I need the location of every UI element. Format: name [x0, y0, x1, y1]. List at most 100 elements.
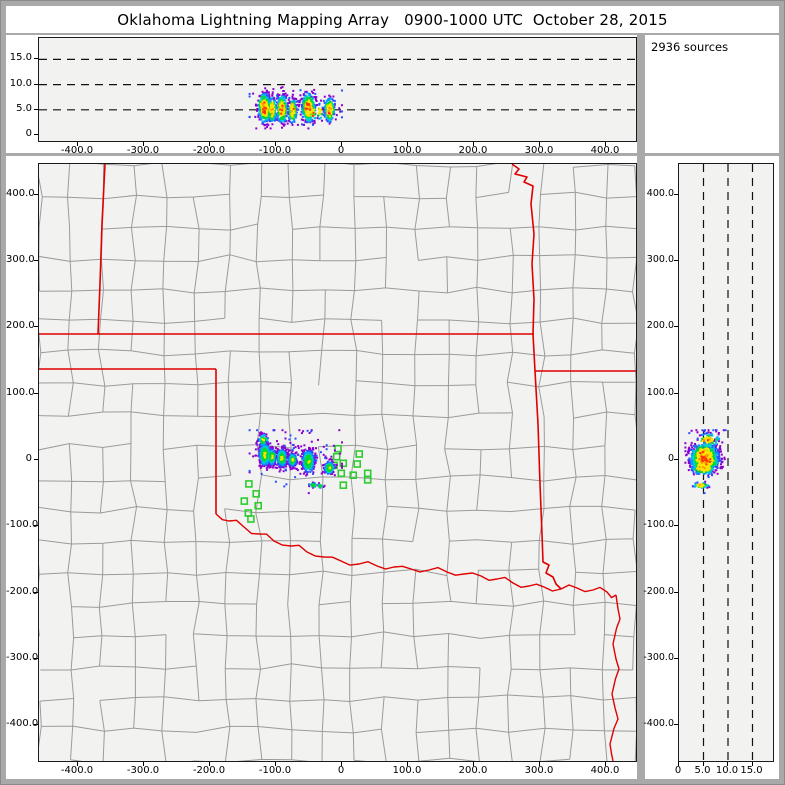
- tick-label: -200.0: [192, 145, 226, 156]
- lma-station-marker: [349, 471, 358, 480]
- tick-label: 0: [25, 453, 32, 464]
- tick-mark: [34, 260, 38, 262]
- tick-mark: [34, 657, 38, 659]
- tick-mark: [674, 459, 678, 460]
- tick-mark: [473, 762, 474, 766]
- tick-mark: [539, 142, 540, 146]
- tick-mark: [34, 193, 38, 195]
- tick-label: -100.0: [643, 519, 674, 531]
- tick-label: 200.0: [458, 765, 488, 776]
- sources-count-panel: 2936 sources: [645, 35, 779, 153]
- tick-mark: [34, 392, 38, 394]
- tick-mark: [407, 142, 408, 146]
- tick-mark: [674, 657, 678, 659]
- lma-station-marker: [247, 515, 255, 523]
- tick-mark: [77, 762, 78, 766]
- lma-station-marker: [337, 469, 346, 478]
- tick-label: 100.0: [646, 386, 674, 398]
- tick-label: 10.0: [715, 765, 739, 776]
- tick-mark: [143, 762, 144, 766]
- state-border: [97, 164, 106, 335]
- tick-mark: [34, 58, 38, 60]
- tick-label: 400.0: [590, 145, 620, 156]
- tick-mark: [473, 142, 474, 146]
- tick-label: 0: [674, 765, 682, 776]
- lma-station-marker: [245, 480, 253, 488]
- tick-label: 100.0: [392, 765, 422, 776]
- tick-label: 300.0: [524, 145, 554, 156]
- tick-mark: [702, 762, 704, 766]
- tick-label: -400.0: [60, 765, 94, 776]
- tick-label: 0: [667, 453, 674, 464]
- lma-station-marker: [339, 459, 348, 468]
- tick-label: -400.0: [6, 718, 39, 730]
- lma-station-marker: [355, 450, 364, 458]
- tick-label: 0: [25, 128, 32, 139]
- tick-mark: [674, 326, 678, 328]
- tick-label: -100.0: [258, 145, 292, 156]
- tick-label: -200.0: [643, 585, 674, 597]
- tick-label: 10.0: [9, 77, 32, 89]
- tick-mark: [341, 142, 342, 146]
- tick-mark: [34, 108, 38, 110]
- lma-station-marker: [244, 509, 253, 517]
- state-border: [511, 164, 536, 372]
- lma-station-marker: [252, 489, 260, 498]
- tick-mark: [539, 762, 540, 766]
- tick-mark: [34, 591, 38, 593]
- tick-mark: [605, 762, 606, 766]
- tick-label: -100.0: [6, 519, 39, 531]
- lma-station-marker: [254, 501, 262, 510]
- tick-mark: [34, 724, 38, 726]
- lma-station-marker: [339, 481, 348, 490]
- tick-mark: [275, 762, 276, 766]
- altitude-ns-panel: 0 5.0 10.0 15.0 400.0 300.0 200.0 100.0 0 -100.0 -…: [643, 156, 779, 779]
- altitude-ew-plot-area[interactable]: [38, 37, 637, 142]
- tick-mark: [34, 83, 38, 85]
- tick-label: 400.0: [590, 765, 620, 776]
- tick-mark: [209, 142, 210, 146]
- lma-station-marker: [363, 476, 372, 484]
- tick-label: -200.0: [6, 585, 39, 597]
- plan-view-plot-area[interactable]: [38, 163, 637, 762]
- tick-label: -400.0: [60, 145, 94, 156]
- plan-view-panel: -400.0 -300.0 -200.0 -100.0 0 100.0 200.0 300.0…: [6, 156, 637, 779]
- tick-mark: [341, 762, 342, 766]
- tick-label: 0: [337, 145, 345, 156]
- tick-label: 200.0: [458, 145, 488, 156]
- tick-label: -300.0: [126, 765, 160, 776]
- tick-label: 400.0: [6, 187, 35, 199]
- tick-mark: [727, 762, 728, 766]
- altitude-ew-scatter: [39, 58, 636, 130]
- tick-mark: [34, 525, 38, 527]
- lma-station-marker: [332, 452, 341, 461]
- tick-mark: [143, 142, 144, 146]
- state-border: [534, 370, 562, 590]
- tick-mark: [275, 142, 276, 146]
- lma-station-marker: [334, 444, 342, 453]
- tick-label: 300.0: [524, 765, 554, 776]
- tick-label: -400.0: [643, 718, 674, 730]
- tick-mark: [674, 392, 678, 394]
- tick-mark: [678, 762, 679, 766]
- tick-label: 15.0: [740, 765, 763, 776]
- altitude-ns-plot-area[interactable]: [678, 163, 774, 762]
- tick-label: 200.0: [646, 320, 674, 332]
- tick-mark: [674, 591, 678, 593]
- tick-label: 5.0: [16, 102, 32, 114]
- lma-station-marker: [353, 460, 362, 468]
- title-bar: Oklahoma Lightning Mapping Array 0900-10…: [6, 6, 779, 33]
- tick-label: 0: [337, 765, 345, 776]
- altitude-ew-panel: -400.0 -300.0 -200.0 -100.0 0 100.0 200.0 300.0…: [6, 35, 637, 156]
- tick-mark: [34, 459, 38, 460]
- lma-station-marker: [363, 469, 372, 478]
- tick-label: 300.0: [646, 254, 674, 266]
- tick-mark: [34, 134, 38, 135]
- tick-mark: [674, 260, 678, 262]
- tick-label: -200.0: [192, 765, 226, 776]
- tick-mark: [34, 326, 38, 328]
- tick-label: -300.0: [6, 651, 39, 663]
- lma-station-marker: [240, 497, 249, 505]
- tick-label: 5.0: [694, 765, 711, 776]
